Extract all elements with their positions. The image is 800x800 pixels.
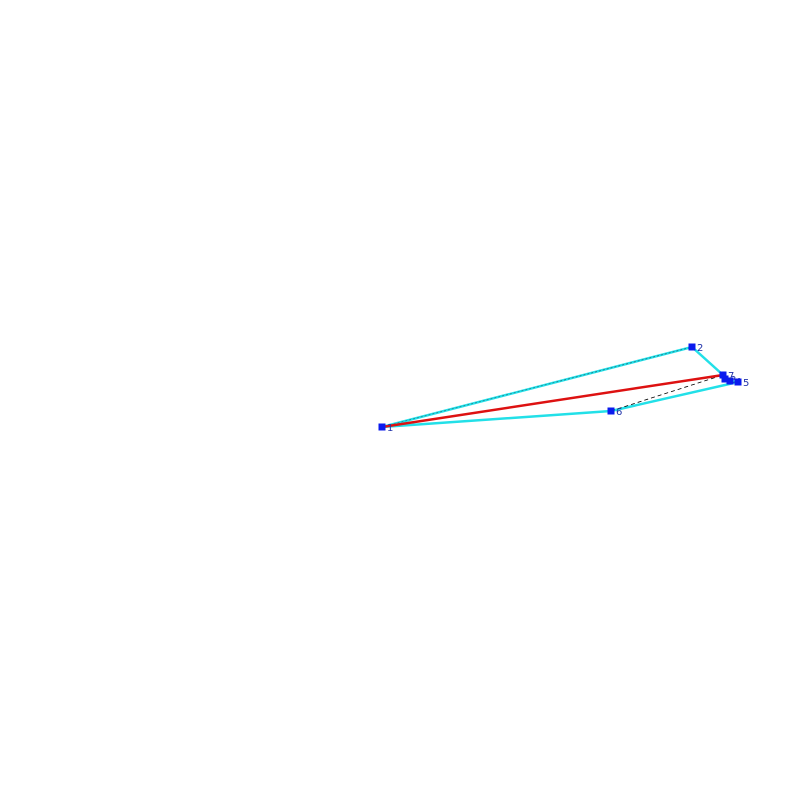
node-marker [719, 371, 727, 379]
node-marker [688, 343, 696, 351]
node-marker [721, 375, 729, 383]
node-label: 2 [697, 343, 703, 354]
node-label: 6 [616, 407, 622, 418]
node-label: 5 [743, 378, 749, 389]
node-label: 1 [387, 423, 393, 434]
nodes: 1234567 [378, 343, 749, 434]
node-marker [607, 407, 615, 415]
node-marker [726, 377, 734, 385]
node-label: 7 [728, 371, 734, 382]
dashed-edge [610, 374, 724, 412]
highlight-edge [381, 373, 724, 429]
guide-edge [381, 346, 693, 428]
node-marker [734, 378, 742, 386]
edges [381, 345, 739, 429]
node-marker [378, 423, 386, 431]
